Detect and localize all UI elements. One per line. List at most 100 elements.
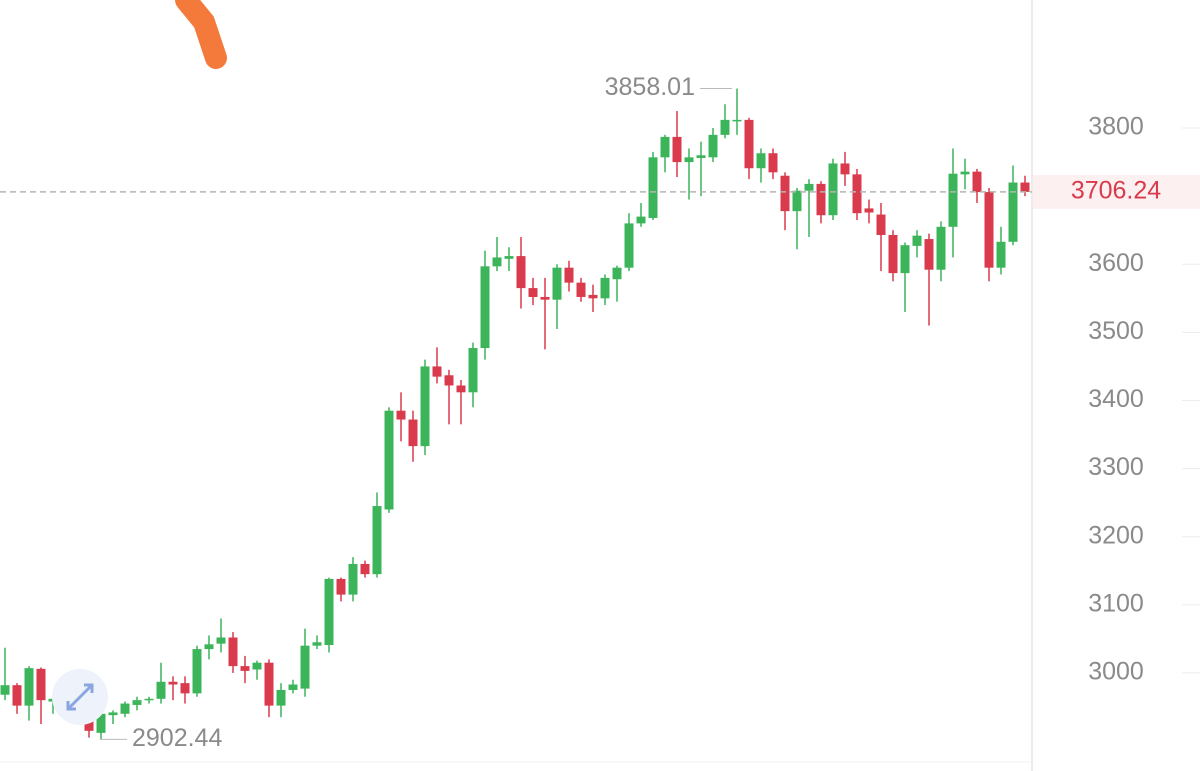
- y-tick-label: 3400: [1088, 385, 1144, 413]
- candle-body: [792, 190, 802, 212]
- candle-body: [108, 712, 118, 716]
- candle-body: [204, 644, 214, 650]
- candle-body: [12, 685, 22, 706]
- candle-body: [960, 171, 970, 175]
- candle-body: [156, 681, 166, 699]
- candle-body: [396, 410, 406, 420]
- candle-body: [480, 266, 490, 349]
- candle-body: [720, 119, 730, 135]
- candle-body: [828, 163, 838, 216]
- y-tick-label: 3200: [1088, 521, 1144, 549]
- candle-body: [228, 637, 238, 667]
- candle-body: [384, 410, 394, 510]
- candle-body: [588, 294, 598, 299]
- candle-body: [996, 241, 1006, 268]
- candle-body: [684, 157, 694, 163]
- candle-body: [576, 282, 586, 297]
- candle-body: [552, 267, 562, 300]
- candle-body: [372, 506, 382, 575]
- candle-body: [972, 171, 982, 193]
- candle-body: [876, 214, 886, 235]
- candle-body: [492, 257, 502, 267]
- candle-body: [912, 235, 922, 246]
- candle-body: [984, 192, 994, 268]
- candle-body: [936, 226, 946, 270]
- candle-body: [144, 698, 154, 701]
- candle-body: [36, 668, 46, 701]
- y-tick-label: 3000: [1088, 658, 1144, 686]
- candle-body: [948, 173, 958, 227]
- y-tick-label: 3500: [1088, 317, 1144, 345]
- candle-body: [0, 685, 10, 695]
- high-label: 3858.01: [605, 73, 695, 101]
- candle-body: [660, 136, 670, 158]
- y-tick-label: 3100: [1088, 589, 1144, 617]
- candle-body: [360, 563, 370, 575]
- candle-body: [612, 267, 622, 280]
- candle-body: [540, 296, 550, 300]
- candle-body: [504, 256, 514, 259]
- candle-body: [24, 668, 34, 706]
- candle-body: [180, 683, 190, 694]
- candle-body: [420, 366, 430, 447]
- candle-body: [324, 578, 334, 645]
- expand-icon[interactable]: [66, 683, 94, 711]
- candle-body: [516, 256, 526, 289]
- y-tick-label: 3300: [1088, 453, 1144, 481]
- candle-body: [264, 662, 274, 706]
- candle-body: [444, 375, 454, 386]
- candle-body: [672, 136, 682, 163]
- candle-body: [276, 689, 286, 706]
- candle-body: [804, 183, 814, 191]
- candle-body: [888, 234, 898, 274]
- candle-body: [852, 174, 862, 214]
- candle-body: [900, 245, 910, 274]
- y-tick-label: 3600: [1088, 249, 1144, 277]
- candle-body: [408, 419, 418, 447]
- low-label: 2902.44: [132, 724, 222, 752]
- candle-body: [468, 348, 478, 393]
- candle-body: [648, 157, 658, 218]
- candles: [0, 88, 1030, 740]
- candle-body: [192, 649, 202, 694]
- candle-body: [96, 713, 106, 733]
- candle-body: [528, 288, 538, 297]
- candle-body: [924, 239, 934, 270]
- candle-body: [636, 216, 646, 224]
- candle-body: [288, 684, 298, 690]
- candle-body: [564, 267, 574, 283]
- candle-body: [1008, 182, 1018, 242]
- candle-body: [744, 119, 754, 169]
- candle-body: [624, 223, 634, 268]
- expand-button[interactable]: [52, 669, 108, 725]
- candle-body: [768, 153, 778, 173]
- candle-body: [864, 208, 874, 213]
- last-price-box: [1033, 174, 1200, 209]
- candle-body: [168, 681, 178, 685]
- candle-body: [600, 277, 610, 299]
- last-price-label: 3706.24: [1071, 177, 1161, 205]
- candle-body: [300, 645, 310, 689]
- candle-body: [840, 163, 850, 175]
- candle-body: [348, 563, 358, 595]
- candle-body: [240, 666, 250, 671]
- candle-body: [252, 662, 262, 670]
- candle-body: [336, 578, 346, 595]
- candle-body: [756, 153, 766, 169]
- candle-body: [312, 642, 322, 646]
- candle-body: [120, 703, 130, 714]
- candle-body: [456, 385, 466, 393]
- candle-body: [1020, 182, 1030, 192]
- candle-body: [780, 175, 790, 212]
- annotation-stroke: [175, 0, 227, 69]
- candle-body: [708, 134, 718, 158]
- candle-body: [696, 155, 706, 159]
- candle-body: [816, 183, 826, 216]
- candle-body: [732, 119, 742, 122]
- candle-body: [216, 637, 226, 644]
- candle-body: [432, 366, 442, 377]
- y-tick-label: 3800: [1088, 113, 1144, 141]
- candle-body: [132, 700, 142, 705]
